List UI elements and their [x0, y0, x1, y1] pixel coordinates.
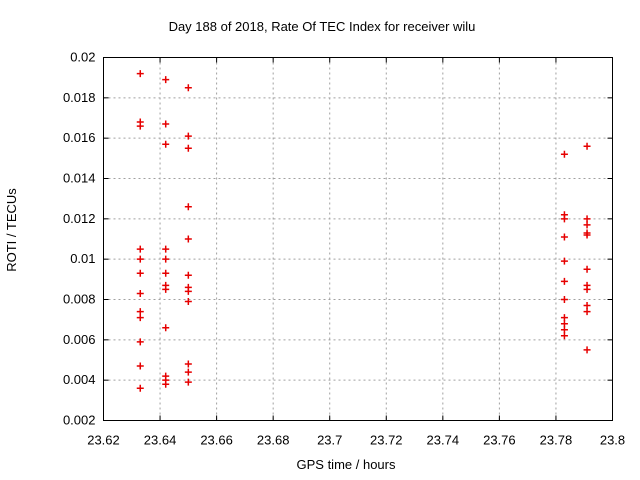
data-point [184, 132, 192, 140]
chart-title: Day 188 of 2018, Rate Of TEC Index for r… [169, 19, 476, 34]
x-axis-label: GPS time / hours [297, 457, 396, 472]
data-point [162, 380, 170, 388]
x-tick-label: 23.7 [317, 433, 342, 448]
data-point [184, 144, 192, 152]
data-point [560, 326, 568, 334]
data-point [583, 221, 591, 229]
data-point [136, 245, 144, 253]
data-point [162, 245, 170, 253]
data-point [560, 320, 568, 328]
data-point [184, 368, 192, 376]
data-point [136, 122, 144, 130]
y-tick-label: 0.018 [63, 90, 96, 105]
y-tick-label: 0.012 [63, 211, 96, 226]
data-point [560, 150, 568, 158]
x-tick-label: 23.68 [257, 433, 290, 448]
data-point [136, 289, 144, 297]
y-tick-label: 0.01 [70, 251, 95, 266]
data-point [184, 203, 192, 211]
y-tick-label: 0.008 [63, 292, 96, 307]
data-point [184, 84, 192, 92]
y-tick-label: 0.004 [63, 372, 96, 387]
plot-area: 23.62 23.64 23.66 23.68 23.7 23.72 23.74 23.76 2… [63, 50, 625, 448]
data-point [162, 269, 170, 277]
data-point [583, 285, 591, 293]
data-point [162, 140, 170, 148]
data-point [583, 215, 591, 223]
x-tick-label: 23.8 [600, 433, 625, 448]
data-point [560, 215, 568, 223]
data-point [184, 287, 192, 295]
x-tick-label: 23.72 [370, 433, 403, 448]
data-point [560, 314, 568, 322]
x-tick-label: 23.62 [87, 433, 120, 448]
data-point [162, 285, 170, 293]
data-point [136, 338, 144, 346]
data-point [583, 231, 591, 239]
data-point [560, 257, 568, 265]
y-tick-label: 0.002 [63, 413, 96, 428]
x-tick-label: 23.76 [483, 433, 516, 448]
data-point [560, 296, 568, 303]
data-point [136, 308, 144, 316]
data-point [162, 120, 170, 128]
data-point [184, 378, 192, 386]
y-tick-label: 0.016 [63, 130, 96, 145]
y-tick-label: 0.014 [63, 171, 96, 186]
x-tick-label: 23.66 [200, 433, 233, 448]
data-point [583, 346, 591, 354]
data-point [136, 70, 144, 78]
data-point [583, 302, 591, 310]
plot-border [103, 57, 613, 421]
data-point [184, 271, 192, 279]
x-tick-label: 23.64 [144, 433, 177, 448]
data-point [184, 298, 192, 306]
x-tick-label: 23.74 [427, 433, 460, 448]
data-point [162, 76, 170, 84]
y-axis-label: ROTI / TECUs [4, 188, 19, 272]
data-point [136, 314, 144, 322]
y-tick-label: 0.006 [63, 332, 96, 347]
data-point [583, 308, 591, 316]
data-point [162, 324, 170, 332]
data-point [583, 142, 591, 150]
data-point [560, 233, 568, 241]
data-point [583, 265, 591, 273]
data-point [136, 255, 144, 263]
data-point [184, 360, 192, 368]
data-point [184, 235, 192, 243]
data-point [162, 255, 170, 263]
x-tick-label: 23.78 [540, 433, 573, 448]
data-point [560, 277, 568, 285]
data-point [136, 269, 144, 277]
data-point [136, 384, 144, 392]
data-point [560, 332, 568, 340]
data-point [136, 362, 144, 370]
y-tick-label: 0.02 [70, 50, 95, 65]
